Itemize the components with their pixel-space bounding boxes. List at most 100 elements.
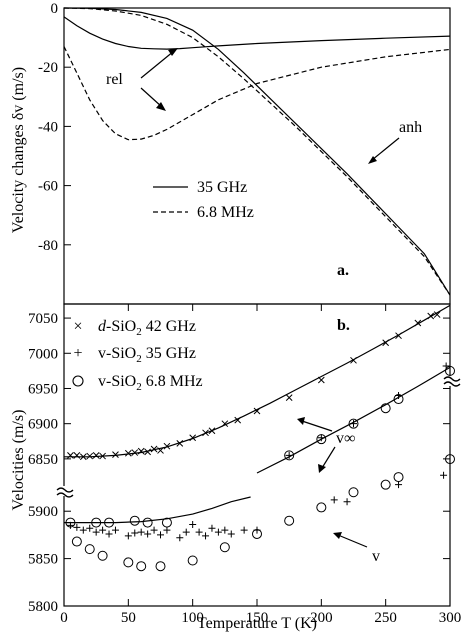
b-point-plus: [227, 530, 235, 538]
axis-break-right: [443, 376, 461, 387]
b-point-cross: [285, 394, 293, 401]
b-point-circle: [84, 544, 95, 555]
b-point-circle: [65, 517, 76, 528]
b-point-circle: [284, 515, 295, 526]
a-ytick-label: -80: [38, 238, 58, 254]
b-point-plus: [330, 496, 338, 504]
b-point-circle: [97, 550, 108, 561]
b-point-cross: [124, 449, 132, 457]
b-point-plus: [208, 524, 216, 532]
b-point-plus: [111, 526, 119, 534]
b-ytick-label: 6900: [28, 417, 58, 433]
b-fit-curve: [64, 496, 251, 524]
panel-a-label: a.: [337, 262, 349, 279]
b-point-circle: [136, 561, 147, 572]
panel-b-y-ticks: 7050 7000 6950 6900 6850 5900 5850 5800: [28, 311, 450, 615]
b-point-plus: [79, 526, 87, 534]
b-point-cross: [253, 407, 261, 415]
b-point-circle: [445, 454, 455, 465]
legend-label-v-sio2-ghz: v-SiO2 35 GHz: [98, 345, 196, 365]
b-point-circle: [187, 555, 198, 566]
b-point-plus: [350, 420, 357, 428]
b-ytick-label: 5900: [28, 504, 58, 520]
b-point-circle: [91, 517, 102, 528]
b-xtick-label: 250: [374, 610, 397, 626]
arrowhead-v: [333, 532, 342, 539]
b-point-plus: [66, 521, 74, 529]
b-point-cross: [112, 451, 119, 459]
b-xtick-label: 150: [246, 610, 269, 626]
arrow-vinf-down: [321, 446, 336, 469]
b-point-plus: [202, 532, 210, 540]
annotation-anh: anh: [399, 119, 422, 136]
b-point-cross: [150, 445, 158, 453]
panel-b-data-points: [65, 311, 455, 572]
legend-marker-plus: +: [73, 345, 82, 362]
annotation-v: v: [372, 548, 380, 565]
b-point-plus: [144, 530, 152, 538]
panel-b-fit-curves: [64, 304, 451, 524]
b-point-circle: [71, 536, 82, 547]
a-curve-anh-solid: [63, 7, 451, 296]
b-point-cross: [427, 312, 435, 320]
panel-b-xlabel: Temperature T (K): [197, 615, 317, 632]
legend-marker-x: ×: [73, 318, 82, 335]
b-point-circle: [155, 561, 166, 572]
b-point-circle: [380, 479, 391, 490]
b-point-cross: [202, 429, 209, 437]
b-point-plus: [131, 529, 139, 537]
b-point-cross: [79, 453, 87, 461]
b-point-plus: [317, 434, 325, 442]
a-ytick-label: -20: [38, 60, 58, 76]
b-ytick-label: 7000: [28, 346, 58, 362]
arrowhead-rel-up: [168, 48, 178, 56]
a-curve-rel-dashed: [63, 46, 451, 141]
b-xtick-label: 100: [181, 610, 204, 626]
b-xtick-label: 300: [439, 610, 462, 626]
b-point-circle: [316, 434, 327, 445]
b-ytick-label: 5800: [28, 599, 58, 615]
b-ytick-label: 6950: [28, 381, 58, 397]
b-point-circle: [348, 487, 359, 498]
a-ytick-label: -40: [38, 119, 58, 135]
arrow-vinf-left: [301, 420, 333, 432]
a-curve-rel-solid: [63, 16, 451, 50]
b-point-cross: [92, 452, 100, 459]
axis-break-left: [56, 486, 74, 498]
b-point-plus: [86, 524, 94, 532]
b-point-cross: [176, 440, 184, 447]
legend-label-35ghz: 35 GHz: [197, 179, 247, 196]
b-point-cross: [234, 416, 242, 424]
b-point-plus: [240, 526, 248, 534]
panel-a-curves: [63, 7, 451, 296]
b-xtick-label: 50: [121, 610, 136, 626]
panel-a-frame: [63, 7, 451, 305]
b-point-plus: [105, 530, 113, 538]
b-point-plus: [73, 523, 81, 531]
b-point-circle: [161, 517, 172, 528]
b-point-circle: [316, 502, 327, 513]
b-point-circle: [393, 472, 404, 483]
b-point-circle: [123, 557, 134, 568]
arrow-rel-up: [140, 50, 175, 79]
arrow-anh: [371, 137, 400, 161]
b-point-cross: [67, 452, 74, 459]
b-point-circle: [445, 365, 455, 376]
a-curve-anh-dashed: [63, 7, 451, 296]
a-ytick-label: 0: [51, 1, 59, 17]
arrowhead-vinf-left: [297, 417, 305, 425]
b-point-circle: [142, 517, 153, 528]
b-point-circle: [348, 418, 359, 429]
panel-a-legend: 35 GHz 6.8 MHz: [153, 179, 254, 221]
b-point-plus: [189, 520, 197, 528]
b-point-circle: [393, 394, 404, 405]
b-point-cross: [99, 452, 106, 460]
b-ytick-label: 6850: [28, 452, 58, 468]
b-ytick-label: 7050: [28, 311, 58, 327]
b-point-cross: [382, 339, 390, 347]
b-point-plus: [163, 526, 171, 534]
b-point-cross: [350, 356, 357, 364]
panel-b-x-ticks: 0 50 100 150 200 250 300: [60, 304, 461, 626]
b-point-cross: [157, 447, 164, 454]
